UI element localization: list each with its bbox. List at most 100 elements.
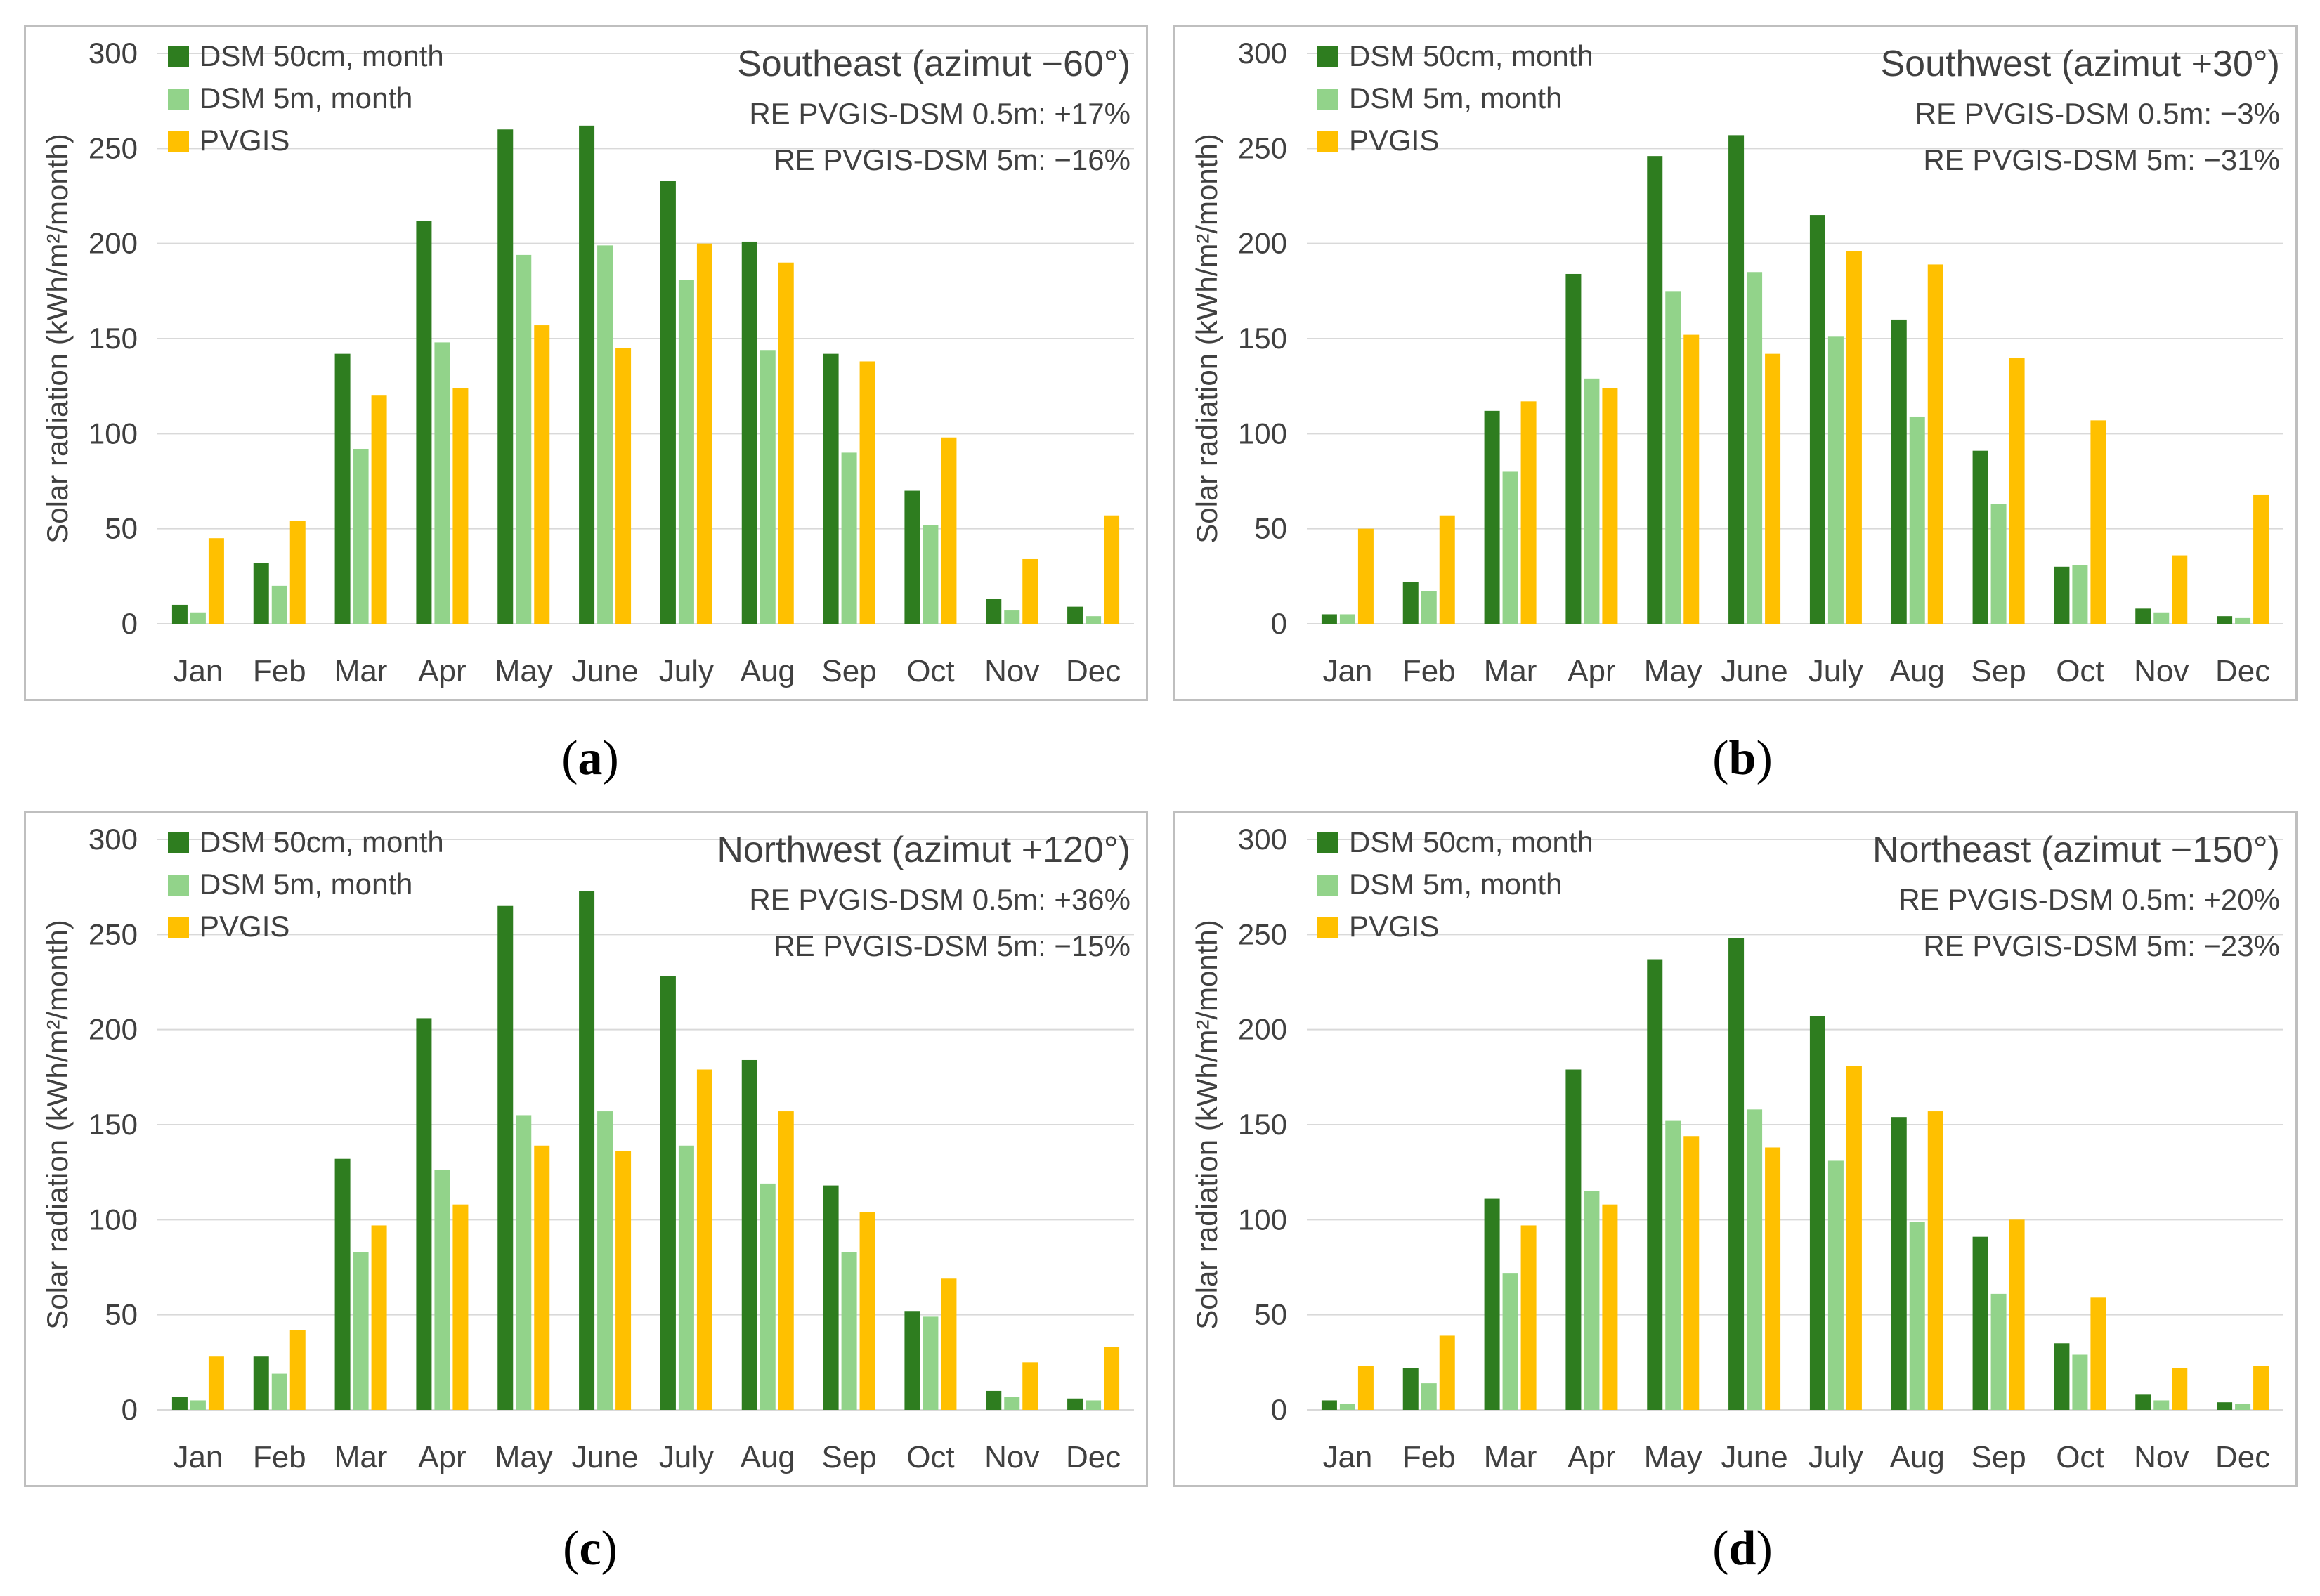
x-tick-label: Dec <box>2215 1440 2270 1474</box>
x-tick-label: Dec <box>2215 654 2270 688</box>
bar-pvgis <box>208 1356 224 1410</box>
bar-dsm50 <box>1321 614 1337 624</box>
bar-dsm50 <box>416 221 432 624</box>
bar-pvgis <box>1927 264 1943 624</box>
bar-dsm50 <box>2054 566 2070 624</box>
legend-swatch <box>168 131 189 152</box>
bar-dsm50 <box>1728 135 1745 624</box>
bar-dsm5 <box>2235 1404 2251 1410</box>
x-tick-label: Mar <box>334 654 388 688</box>
bar-dsm5 <box>597 245 613 624</box>
legend-swatch <box>1317 46 1338 67</box>
bar-dsm50 <box>579 125 595 624</box>
bar-dsm5 <box>434 1170 450 1410</box>
x-tick-label: Mar <box>334 1440 388 1474</box>
legend-label: PVGIS <box>200 124 289 157</box>
bar-dsm50 <box>2217 1402 2233 1410</box>
y-axis-label: Solar radiation (kWh/m²/month) <box>41 920 74 1330</box>
bar-pvgis <box>859 361 875 624</box>
bar-dsm50 <box>171 1396 188 1410</box>
bar-pvgis <box>615 348 632 624</box>
caption-d-label: d <box>1728 1522 1757 1576</box>
bar-pvgis <box>2172 1368 2188 1410</box>
legend-swatch <box>168 917 189 938</box>
x-tick-label: July <box>1809 1440 1863 1474</box>
bar-dsm5 <box>1004 610 1020 624</box>
legend-swatch <box>168 832 189 853</box>
caption-a: (a) <box>561 731 619 785</box>
y-axis-label: Solar radiation (kWh/m²/month) <box>1190 920 1223 1330</box>
bar-dsm5 <box>1421 591 1437 624</box>
chart-title: Northwest (azimut +120°) <box>717 830 1130 870</box>
bar-dsm50 <box>416 1018 432 1410</box>
chart-a-svg: 0 50 100 150 200 250 300 Solar radiation (kWh/m… <box>24 25 1148 701</box>
bar-dsm5 <box>1086 1400 1102 1410</box>
x-tick-label: Nov <box>2134 1440 2189 1474</box>
bar-dsm50 <box>1891 319 1907 624</box>
chart-panel-c: 0 50 100 150 200 250 300 Solar radiation (kWh/m… <box>24 811 1148 1487</box>
bar-pvgis <box>1439 515 1455 624</box>
legend-label: DSM 50cm, month <box>1349 825 1594 858</box>
bar-pvgis <box>1602 388 1618 624</box>
y-tick-label: 100 <box>1238 1203 1287 1236</box>
legend-label: DSM 50cm, month <box>200 825 444 858</box>
legend-label: DSM 5m, month <box>1349 81 1562 115</box>
x-tick-label: Feb <box>1402 654 1456 688</box>
chart-annotation: RE PVGIS-DSM 0.5m: +20% <box>1898 883 2280 916</box>
x-tick-label: Nov <box>984 654 1039 688</box>
bar-dsm50 <box>660 976 676 1410</box>
bar-dsm50 <box>1321 1400 1337 1410</box>
y-tick-label: 0 <box>1271 1393 1287 1426</box>
bar-pvgis <box>1357 1366 1374 1410</box>
bar-dsm50 <box>579 891 595 1410</box>
x-tick-label: Dec <box>1066 1440 1121 1474</box>
bar-dsm5 <box>353 448 369 624</box>
bar-dsm50 <box>1565 273 1582 624</box>
x-tick-label: Aug <box>741 654 795 688</box>
bar-dsm5 <box>1584 1191 1600 1410</box>
legend-swatch <box>168 46 189 67</box>
bar-dsm50 <box>986 598 1002 624</box>
bar-dsm50 <box>1647 156 1663 624</box>
bar-dsm50 <box>2217 616 2233 624</box>
legend-label: PVGIS <box>1349 910 1439 943</box>
bar-pvgis <box>208 538 224 624</box>
legend-swatch <box>1317 131 1338 152</box>
y-tick-label: 250 <box>1238 131 1287 164</box>
bar-dsm5 <box>841 1252 857 1410</box>
bar-dsm50 <box>334 1158 351 1410</box>
bar-dsm5 <box>1909 416 1925 624</box>
y-tick-label: 300 <box>1238 37 1287 70</box>
legend-swatch <box>168 89 189 110</box>
x-tick-label: Feb <box>253 654 306 688</box>
bar-pvgis <box>941 437 957 624</box>
x-tick-label: July <box>659 1440 714 1474</box>
x-tick-label: Oct <box>906 654 954 688</box>
x-tick-label: Oct <box>906 1440 954 1474</box>
bar-dsm5 <box>923 525 939 624</box>
x-tick-label: Feb <box>1402 1440 1456 1474</box>
bar-dsm50 <box>1728 938 1745 1410</box>
x-tick-label: July <box>659 654 714 688</box>
bar-pvgis <box>859 1212 875 1410</box>
bar-dsm5 <box>271 1373 287 1410</box>
y-tick-label: 300 <box>89 823 138 856</box>
bar-dsm50 <box>253 563 269 624</box>
bar-pvgis <box>1022 558 1038 624</box>
y-tick-label: 150 <box>89 1108 138 1141</box>
y-tick-label: 50 <box>1254 1298 1287 1331</box>
y-tick-label: 200 <box>89 227 138 260</box>
chart-panel-a: 0 50 100 150 200 250 300 Solar radiation (kWh/m… <box>24 25 1148 701</box>
y-tick-label: 200 <box>1238 1013 1287 1046</box>
bar-dsm5 <box>2153 612 2170 624</box>
x-tick-label: Aug <box>741 1440 795 1474</box>
bar-pvgis <box>2009 1219 2025 1410</box>
bar-pvgis <box>1683 334 1700 624</box>
bar-dsm5 <box>1502 1273 1518 1410</box>
bar-pvgis <box>941 1278 957 1410</box>
bar-dsm5 <box>597 1111 613 1410</box>
x-tick-label: Apr <box>418 654 466 688</box>
caption-b-label: b <box>1728 731 1757 785</box>
chart-annotation: RE PVGIS-DSM 5m: −31% <box>1923 143 2280 176</box>
bar-pvgis <box>1765 353 1781 624</box>
